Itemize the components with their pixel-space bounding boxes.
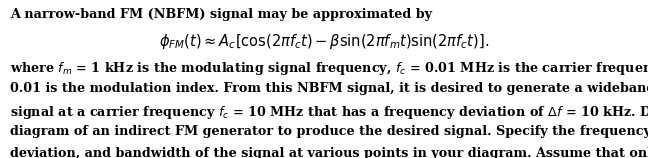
Text: A narrow-band FM (NBFM) signal may be approximated by: A narrow-band FM (NBFM) signal may be ap…	[10, 8, 432, 21]
Text: where $f_m$ = 1 kHz is the modulating signal frequency, $f_c$ = 0.01 MHz is the : where $f_m$ = 1 kHz is the modulating si…	[10, 60, 648, 77]
Text: diagram of an indirect FM generator to produce the desired signal. Specify the f: diagram of an indirect FM generator to p…	[10, 125, 648, 138]
Text: deviation, and bandwidth of the signal at various points in your diagram. Assume: deviation, and bandwidth of the signal a…	[10, 147, 648, 158]
Text: 0.01 is the modulation index. From this NBFM signal, it is desired to generate a: 0.01 is the modulation index. From this …	[10, 82, 648, 95]
Text: $\phi_{FM}(t) \approx A_c\left[\cos(2\pi f_c t) - \beta\sin(2\pi f_m t)\sin(2\pi: $\phi_{FM}(t) \approx A_c\left[\cos(2\pi…	[159, 32, 489, 51]
Text: signal at a carrier frequency $f_c$ = 10 MHz that has a frequency deviation of $: signal at a carrier frequency $f_c$ = 10…	[10, 104, 648, 121]
